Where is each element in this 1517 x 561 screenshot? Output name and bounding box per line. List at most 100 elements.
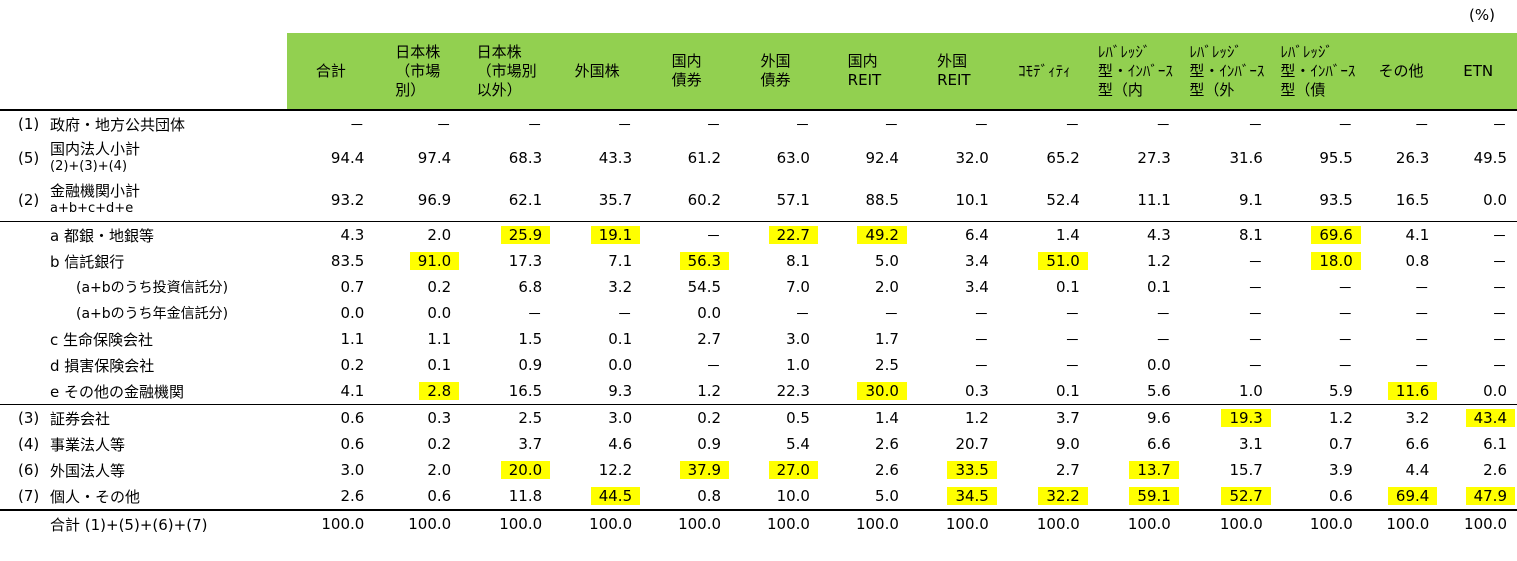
cell-value: －	[1247, 330, 1263, 349]
cell-value: 1.7	[875, 330, 899, 348]
cell-value: 2.5	[518, 409, 543, 427]
cell-value: 25.9	[500, 226, 551, 244]
cell-value: 4.6	[608, 435, 633, 453]
table-cell: 0.0	[552, 352, 642, 378]
cell-value: 9.0	[1055, 435, 1080, 453]
table-cell: 0.1	[1090, 274, 1181, 300]
table-cell: 3.1	[1181, 431, 1273, 457]
table-cell: －	[731, 110, 820, 137]
cell-value: 69.6	[1311, 226, 1361, 244]
cell-value: －	[1337, 278, 1353, 297]
column-header: ETN	[1439, 33, 1517, 110]
cell-value: 5.6	[1146, 382, 1171, 400]
column-header-label: 外国 REIT	[937, 52, 971, 89]
cell-value: 8.1	[1238, 226, 1263, 244]
table-cell: －	[999, 110, 1090, 137]
column-header: 日本株 （市場 別）	[374, 33, 462, 110]
table-row: d 損害保険会社 0.2 0.1 0.9 0.0 － 1.0 2.5 － － 0.0 － － － －	[0, 352, 1517, 378]
cell-value: 47.9	[1465, 487, 1515, 505]
row-label-text: 外国法人等	[50, 461, 126, 480]
column-header-label: ﾚﾊﾞﾚｯｼﾞ 型・ｲﾝﾊﾞｰｽ 型（内	[1097, 42, 1173, 99]
table-cell: －	[1181, 274, 1273, 300]
highlighted-cell: 34.5	[909, 483, 999, 510]
highlighted-cell: 30.0	[820, 378, 909, 405]
table-cell: 0.2	[642, 404, 732, 431]
cell-value: 9.6	[1146, 409, 1171, 427]
table-cell: 2.7	[642, 326, 731, 352]
cell-value: －	[794, 304, 810, 323]
cell-value: 0.1	[608, 330, 633, 348]
cell-value: 100.0	[1036, 515, 1080, 533]
table-cell: 95.5	[1273, 137, 1363, 179]
cell-value: 2.6	[875, 461, 899, 479]
cell-value: 6.4	[964, 226, 989, 244]
cell-value: 52.7	[1221, 487, 1271, 505]
cell-value: 4.3	[340, 226, 365, 244]
table-cell: 0.6	[374, 483, 461, 510]
highlighted-cell: 22.7	[731, 221, 820, 248]
column-header: ﾚﾊﾞﾚｯｼﾞ 型・ｲﾝﾊﾞｰｽ 型（債	[1272, 33, 1363, 110]
table-cell: 4.1	[1362, 221, 1440, 248]
table-cell: 3.0	[287, 457, 374, 483]
row-sublabel-text: a+b+c+d+e	[50, 201, 134, 216]
cell-value: 16.5	[508, 382, 543, 400]
cell-value: －	[617, 304, 633, 323]
table-cell: 0.8	[1363, 248, 1440, 274]
table-cell: 2.0	[374, 221, 462, 248]
row-number: (3)	[18, 409, 40, 427]
column-header-label: ﾚﾊﾞﾚｯｼﾞ 型・ｲﾝﾊﾞｰｽ 型（外	[1189, 42, 1265, 99]
table-cell: －	[909, 300, 999, 326]
table-cell: 1.0	[731, 352, 820, 378]
cell-value: 33.5	[947, 461, 997, 479]
table-cell: 93.5	[1273, 179, 1363, 222]
row-sublabel-text: (2)+(3)+(4)	[50, 159, 128, 174]
table-cell: 1.4	[819, 404, 909, 431]
table-cell: 6.6	[1363, 431, 1440, 457]
cell-value: 5.9	[1328, 382, 1353, 400]
cell-value: －	[883, 304, 899, 323]
cell-value: 8.1	[786, 252, 810, 270]
cell-value: －	[349, 115, 365, 134]
cell-value: －	[706, 115, 722, 134]
table-cell: 8.1	[1180, 221, 1273, 248]
row-label: (1) 政府・地方公共団体	[0, 110, 287, 137]
cell-value: 0.0	[1483, 191, 1507, 209]
cell-value: 10.1	[955, 191, 989, 209]
table-cell: －	[1439, 352, 1517, 378]
cell-value: 0.5	[786, 409, 810, 427]
table-cell: 100.0	[1362, 509, 1440, 537]
highlighted-cell: 19.1	[552, 221, 643, 248]
cell-value: 1.1	[427, 330, 452, 348]
row-label: e その他の金融機関	[0, 378, 287, 405]
table-cell: －	[1363, 352, 1440, 378]
table-cell: 100.0	[461, 509, 553, 537]
table-cell: 2.0	[820, 274, 909, 300]
cell-value: －	[1247, 304, 1263, 323]
table-cell: 2.6	[820, 431, 909, 457]
table-cell: 0.6	[1273, 483, 1363, 510]
cell-value: 16.5	[1395, 191, 1430, 209]
table-cell: －	[642, 221, 732, 248]
cell-value: 5.0	[875, 487, 899, 505]
table-cell: －	[999, 352, 1090, 378]
cell-value: －	[706, 226, 722, 245]
table-cell: 22.3	[731, 378, 820, 405]
table-row: (3) 証券会社 0.6 0.3 2.5 3.0 0.2 0.5 1.4 1.2 3.7 9.6 19.…	[0, 404, 1517, 431]
table-cell: －	[1273, 110, 1363, 137]
table-cell: 0.9	[642, 431, 731, 457]
highlighted-cell: 2.8	[374, 378, 461, 405]
cell-value: 7.1	[608, 252, 633, 270]
table-cell: 6.4	[908, 221, 999, 248]
cell-value: 2.6	[1483, 461, 1507, 479]
cell-value: －	[1064, 330, 1080, 349]
cell-value: －	[1414, 330, 1430, 349]
column-header-label: 合計	[315, 61, 346, 80]
table-cell: 6.1	[1439, 431, 1517, 457]
table-cell: 5.4	[731, 431, 820, 457]
cell-value: 4.4	[1405, 461, 1430, 479]
cell-value: 43.3	[598, 149, 633, 167]
column-header: 日本株 （市場別 以外）	[461, 33, 553, 110]
table-cell: 2.6	[1439, 457, 1517, 483]
cell-value: 27.3	[1137, 149, 1171, 167]
cell-value: 20.7	[955, 435, 989, 453]
